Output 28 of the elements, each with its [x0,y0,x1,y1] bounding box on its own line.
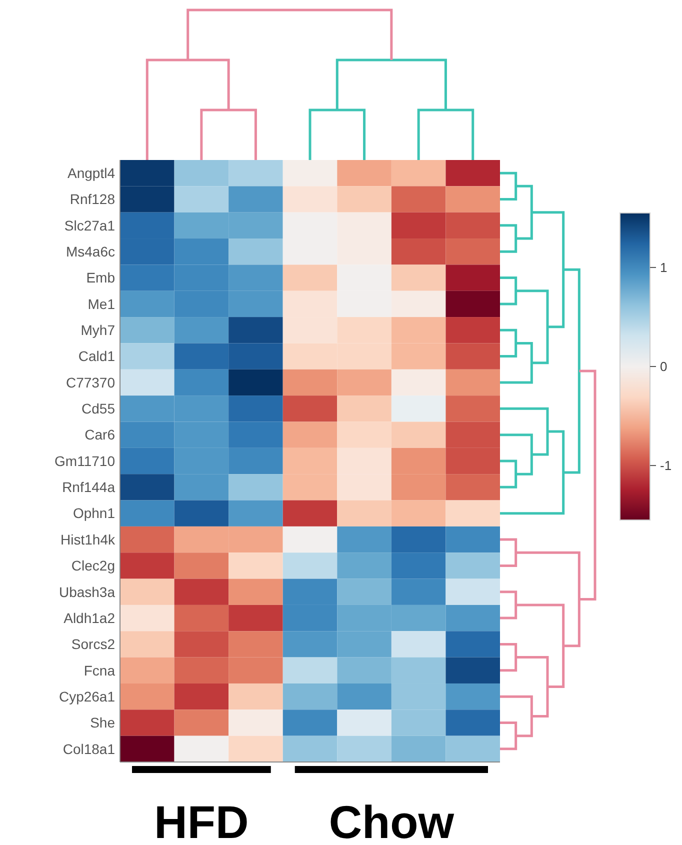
y-tick-label: Cd55 [82,400,116,417]
y-tick-label: Ubash3a [58,584,116,600]
y-tick-label: Angptl4 [68,164,116,181]
y-tick-label: Car6 [84,426,116,443]
text: HFD [154,796,249,845]
y-tick-label: Slc27a1 [64,217,116,234]
y-tick-label: Gm11710 [54,452,116,469]
color-bar-label: 0 [660,359,668,374]
y-tick-label: Ophn1 [72,505,116,522]
y-tick-label: She [90,714,116,731]
y-tick-label: Emb [86,270,116,286]
color-bar-label: 1 [660,260,668,276]
color-bar-label: -1 [660,458,672,474]
y-tick-label: Myh7 [80,322,116,338]
y-tick-label: Clec2g [71,558,115,574]
y-tick-label: Cald1 [78,348,116,364]
y-tick-label: Aldh1a2 [64,610,116,626]
y-tick-label: Col18a1 [62,740,116,757]
y-tick-label: Fcna [84,662,116,678]
y-tick-label: Rnf144a [62,479,116,496]
y-tick-label: Ms4a6c [66,244,115,260]
y-tick-label: Rnf128 [70,191,116,208]
y-tick-label: Hist1h4k [60,531,116,548]
y-tick-label: C77370 [66,374,116,390]
y-tick-label: Cyp26a1 [58,688,116,704]
y-tick-label: Me1 [88,296,116,312]
y-tick-label: Sorcs2 [71,636,116,652]
text: Chow [328,796,454,845]
